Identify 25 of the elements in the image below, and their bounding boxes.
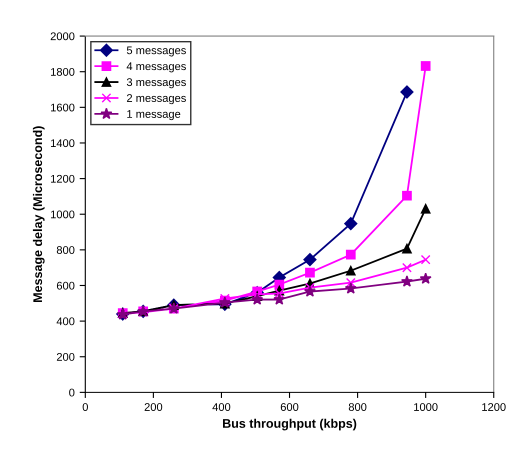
y-tick-label: 1200 — [51, 174, 74, 183]
legend-label: 3 messages — [126, 78, 186, 88]
y-tick-label: 1800 — [51, 68, 74, 76]
y-tick-label: 400 — [56, 317, 74, 326]
x-tick-label: 400 — [212, 403, 230, 411]
legend-label: 4 messages — [126, 62, 186, 72]
y-tick-label: 200 — [56, 353, 74, 361]
y-tick-label: 800 — [56, 246, 74, 254]
x-tick-label: 1200 — [482, 403, 506, 411]
x-tick-label: 200 — [144, 403, 162, 411]
legend-label: 5 messages — [126, 46, 186, 56]
y-tick-label: 1400 — [51, 139, 74, 148]
y-tick-label: 1600 — [51, 104, 74, 112]
y-axis-title: Message delay (Microsecond) — [32, 126, 45, 302]
y-tick-label: 1000 — [51, 210, 74, 218]
y-tick-label: 2000 — [50, 32, 74, 40]
legend-label: 2 messages — [126, 94, 186, 104]
y-tick-label: 0 — [69, 388, 74, 397]
x-tick-label: 0 — [82, 403, 88, 411]
x-axis-title: Bus throughput (kbps) — [223, 418, 356, 430]
x-tick-label: 800 — [348, 403, 366, 411]
x-tick-label: 1000 — [414, 403, 438, 411]
legend-label: 1 message — [127, 110, 180, 120]
x-tick-label: 600 — [280, 403, 298, 411]
y-tick-label: 600 — [56, 282, 74, 290]
